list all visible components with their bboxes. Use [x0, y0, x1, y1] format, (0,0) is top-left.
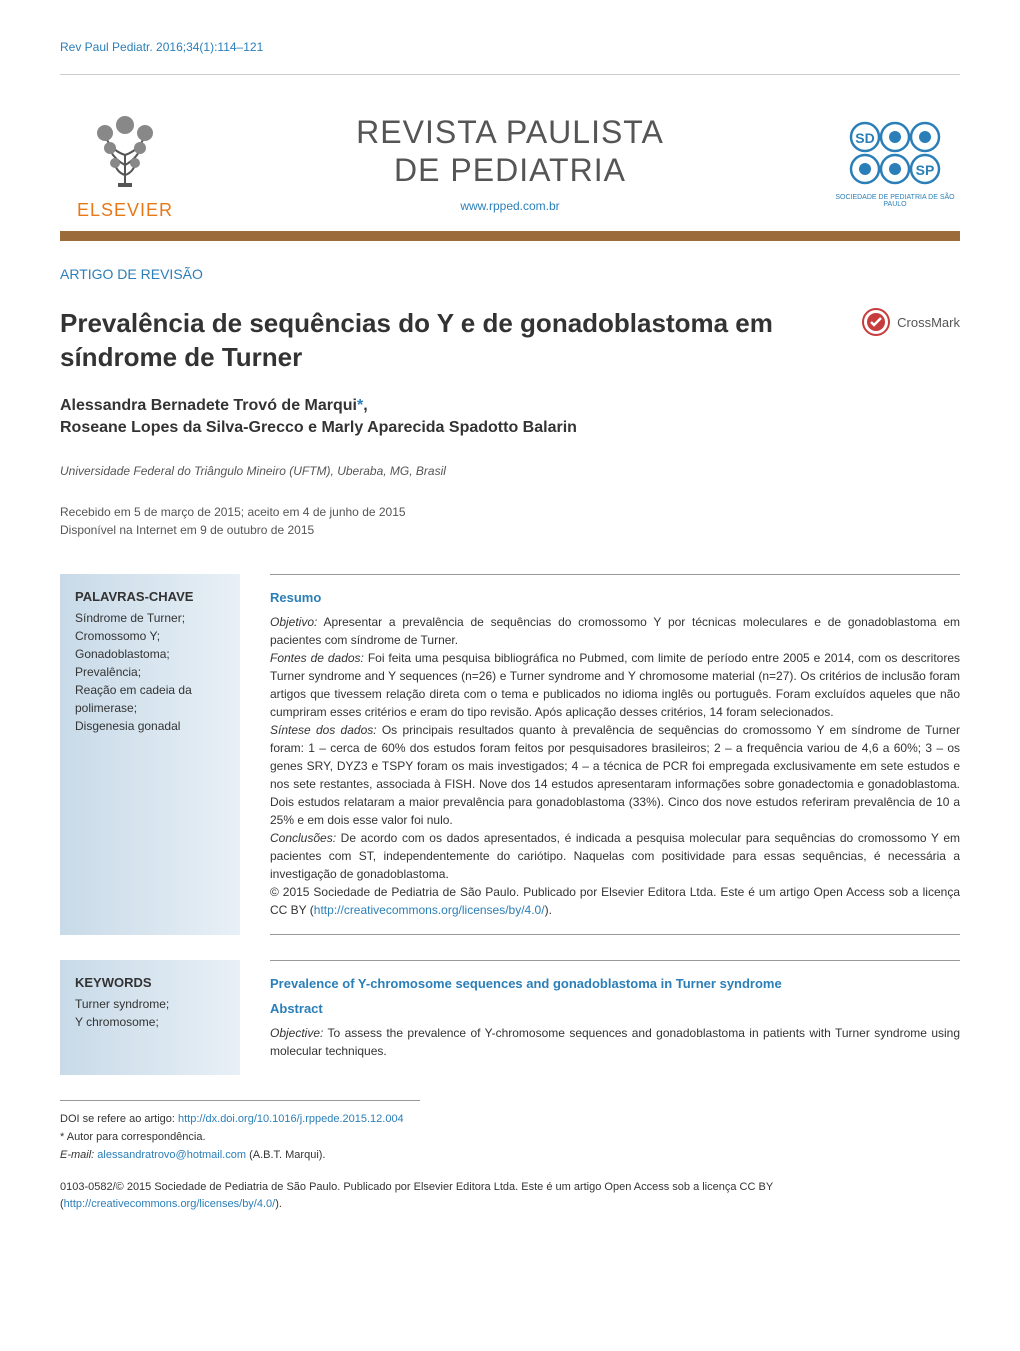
- objective-text-en: To assess the prevalence of Y-chromosome…: [270, 1026, 960, 1058]
- doi-line: DOI se refere ao artigo: http://dx.doi.o…: [60, 1111, 960, 1129]
- email-name: (A.B.T. Marqui).: [246, 1149, 325, 1161]
- keywords-list-en: Turner syndrome; Y chromosome;: [75, 995, 225, 1031]
- objetivo-text: Apresentar a prevalência de sequências d…: [270, 615, 960, 647]
- abstract-content-pt: Resumo Objetivo: Apresentar a prevalênci…: [270, 574, 960, 935]
- fontes-text: Foi feita uma pesquisa bibliográfica no …: [270, 651, 960, 719]
- doi-label: DOI se refere ao artigo:: [60, 1113, 178, 1125]
- keywords-heading-en: KEYWORDS: [75, 975, 225, 990]
- conclusoes-text: De acordo com os dados apresentados, é i…: [270, 831, 960, 881]
- copyright-footer: 0103-0582/© 2015 Sociedade de Pediatria …: [60, 1179, 960, 1212]
- svg-text:SP: SP: [916, 162, 935, 178]
- keywords-box-pt: PALAVRAS-CHAVE Síndrome de Turner; Cromo…: [60, 574, 240, 935]
- article-title-row: Prevalência de sequências do Y e de gona…: [60, 307, 960, 375]
- abstract-container-pt: PALAVRAS-CHAVE Síndrome de Turner; Cromo…: [60, 574, 960, 935]
- article-type: ARTIGO DE REVISÃO: [60, 266, 960, 282]
- journal-header: ELSEVIER REVISTA PAULISTA DE PEDIATRIA w…: [60, 105, 960, 221]
- journal-url[interactable]: www.rpped.com.br: [190, 199, 830, 213]
- sintese-text: Os principais resultados quanto à preval…: [270, 723, 960, 827]
- header-divider: [60, 74, 960, 75]
- author-2-3: Roseane Lopes da Silva-Grecco e Marly Ap…: [60, 419, 577, 436]
- society-text: SOCIEDADE DE PEDIATRIA DE SÃO PAULO: [830, 194, 960, 208]
- objetivo-label: Objetivo:: [270, 615, 317, 629]
- dates: Recebido em 5 de março de 2015; aceito e…: [60, 503, 960, 539]
- abstract-content-en: Prevalence of Y-chromosome sequences and…: [270, 960, 960, 1075]
- resumo-text: Objetivo: Apresentar a prevalência de se…: [270, 613, 960, 919]
- journal-title-line2: DE PEDIATRIA: [190, 151, 830, 189]
- abstract-container-en: KEYWORDS Turner syndrome; Y chromosome; …: [60, 960, 960, 1075]
- objective-label-en: Objective:: [270, 1026, 323, 1040]
- elsevier-tree-icon: [80, 105, 170, 195]
- elsevier-logo: ELSEVIER: [60, 105, 190, 221]
- english-title: Prevalence of Y-chromosome sequences and…: [270, 976, 960, 991]
- crossmark-icon: [861, 307, 891, 337]
- author-1: Alessandra Bernadete Trovó de Marqui: [60, 397, 357, 414]
- sintese-label: Síntese dos dados:: [270, 723, 377, 737]
- footer-text: DOI se refere ao artigo: http://dx.doi.o…: [60, 1111, 960, 1164]
- email-line: E-mail: alessandratrovo@hotmail.com (A.B…: [60, 1147, 960, 1165]
- license-link-pt[interactable]: http://creativecommons.org/licenses/by/4…: [314, 903, 545, 917]
- email-label: E-mail:: [60, 1149, 97, 1161]
- society-logo-icon: SD SP: [845, 119, 945, 189]
- keywords-box-en: KEYWORDS Turner syndrome; Y chromosome;: [60, 960, 240, 1075]
- doi-link[interactable]: http://dx.doi.org/10.1016/j.rppede.2015.…: [178, 1113, 404, 1125]
- svg-text:SD: SD: [855, 130, 874, 146]
- footer-divider: [60, 1100, 420, 1101]
- conclusoes-label: Conclusões:: [270, 831, 336, 845]
- resumo-copyright-end: ).: [545, 903, 552, 917]
- fontes-label: Fontes de dados:: [270, 651, 364, 665]
- elsevier-text: ELSEVIER: [60, 200, 190, 221]
- license-link-footer[interactable]: http://creativecommons.org/licenses/by/4…: [64, 1198, 276, 1210]
- resumo-heading: Resumo: [270, 590, 960, 605]
- keywords-list-pt: Síndrome de Turner; Cromossomo Y; Gonado…: [75, 609, 225, 735]
- keywords-heading-pt: PALAVRAS-CHAVE: [75, 589, 225, 604]
- journal-title-block: REVISTA PAULISTA DE PEDIATRIA www.rpped.…: [190, 113, 830, 214]
- journal-title-line1: REVISTA PAULISTA: [190, 113, 830, 151]
- crossmark-badge[interactable]: CrossMark: [861, 307, 960, 337]
- article-title: Prevalência de sequências do Y e de gona…: [60, 307, 841, 375]
- abstract-text-en: Objective: To assess the prevalence of Y…: [270, 1024, 960, 1060]
- citation-header: Rev Paul Pediatr. 2016;34(1):114–121: [60, 40, 960, 54]
- abstract-heading-en: Abstract: [270, 1001, 960, 1016]
- copyright-end: ).: [275, 1198, 282, 1210]
- corresp-line: * Autor para correspondência.: [60, 1129, 960, 1147]
- author-separator: ,: [363, 397, 367, 414]
- crossmark-text: CrossMark: [897, 315, 960, 330]
- society-logo: SD SP SOCIEDADE DE PEDIATRIA DE SÃO PAUL…: [830, 119, 960, 208]
- brown-bar: [60, 231, 960, 241]
- email-link[interactable]: alessandratrovo@hotmail.com: [97, 1149, 246, 1161]
- affiliation: Universidade Federal do Triângulo Mineir…: [60, 464, 960, 478]
- available-date: Disponível na Internet em 9 de outubro d…: [60, 521, 960, 539]
- authors: Alessandra Bernadete Trovó de Marqui*, R…: [60, 395, 960, 440]
- received-date: Recebido em 5 de março de 2015; aceito e…: [60, 503, 960, 521]
